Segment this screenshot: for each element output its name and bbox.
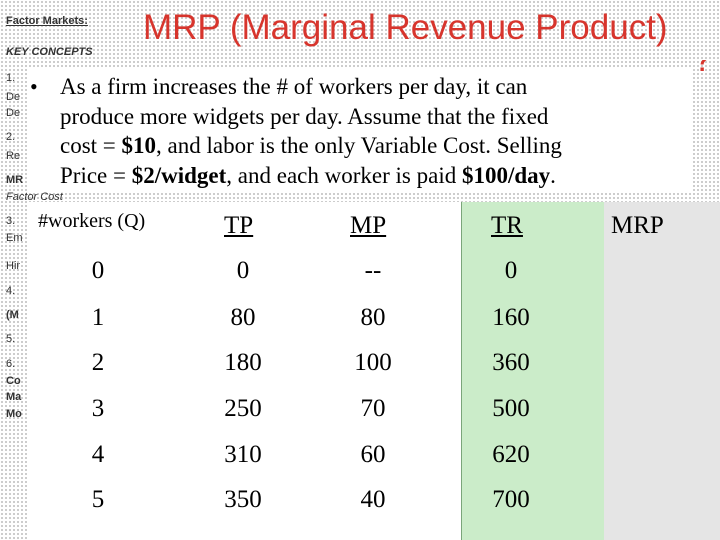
slide-title: MRP (Marginal Revenue Product): [143, 8, 668, 47]
cell-tp: 310: [224, 441, 262, 468]
cell-workers: 1: [91, 304, 105, 331]
cell-workers: 4: [91, 441, 105, 468]
sidebar-fragment: Em: [6, 232, 23, 244]
sidebar-notes: Factor Markets: KEY CONCEPTS 1. De De 2.…: [0, 0, 150, 540]
cell-workers: 5: [91, 486, 105, 513]
sidebar-fragment: (M: [6, 309, 19, 321]
table-row: 2 180 100 360: [28, 340, 720, 385]
cell-workers: 2: [91, 349, 105, 376]
table-row: 4 310 60 620: [28, 432, 720, 477]
table-row: 5 350 40 700: [28, 477, 720, 522]
cell-tr: 360: [492, 349, 530, 376]
sidebar-factor-cost: Factor Cost: [6, 191, 63, 203]
cell-mp: 70: [360, 395, 386, 422]
bullet-panel: [28, 68, 693, 192]
bullet-line-1: As a firm increases the # of workers per…: [60, 74, 528, 99]
header-mp: MP: [350, 212, 387, 239]
bullet-paragraph: As a firm increases the # of workers per…: [60, 72, 690, 190]
bullet-marker: •: [30, 74, 38, 99]
cell-tp: 80: [230, 304, 256, 331]
fixed-cost-value: $10: [121, 133, 157, 158]
sidebar-fragment: 5.: [6, 333, 16, 345]
wage-value: $100/day: [461, 162, 551, 188]
cell-tp: 350: [224, 486, 262, 513]
sidebar-key-concepts: KEY CONCEPTS: [6, 46, 93, 58]
sidebar-fragment: 1.: [6, 72, 16, 84]
sidebar-fragment: De: [6, 107, 21, 119]
sidebar-fragment: Mo: [6, 408, 22, 420]
sidebar-fragment: 2.: [6, 131, 16, 143]
cell-tr: 160: [492, 304, 530, 331]
header-workers: #workers (Q): [38, 210, 146, 232]
cell-mp: 40: [360, 486, 386, 513]
cell-tp: 0: [236, 257, 250, 284]
sidebar-fragment: 4.: [6, 285, 16, 297]
production-table: #workers (Q) TP MP TR MRP 0 0 -- 0 1 80 …: [28, 202, 720, 540]
bullet-line-3: cost = $10, and labor is the only Variab…: [60, 133, 562, 158]
cell-workers: 3: [91, 395, 105, 422]
header-mrp: MRP: [611, 212, 664, 239]
cell-tr: 700: [492, 486, 530, 513]
sidebar-fragment: Co: [6, 375, 21, 387]
bullet-line-2: produce more widgets per day. Assume tha…: [60, 103, 549, 129]
sidebar-fragment: Ma: [6, 391, 22, 403]
sidebar-fragment: MR: [6, 174, 24, 186]
cell-mp: 80: [360, 304, 386, 331]
title-overflow-fragment: ?: [695, 60, 720, 100]
bullet-line-4: Price = $2/widget, and each worker is pa…: [60, 162, 556, 188]
header-tp: TP: [224, 212, 254, 239]
table-row: 3 250 70 500: [28, 386, 720, 431]
table-row: 1 80 80 160: [28, 295, 720, 340]
mrp-column: [604, 202, 720, 540]
cell-workers: 0: [91, 257, 105, 284]
tr-column-highlight: [461, 202, 605, 540]
table-row: 0 0 -- 0: [28, 248, 720, 293]
cell-tp: 250: [224, 395, 262, 422]
sidebar-fragment: De: [6, 91, 21, 103]
sidebar-fragment: Re: [6, 150, 21, 162]
sidebar-section-title: Factor Markets:: [6, 15, 88, 27]
cell-tr: 0: [504, 257, 518, 284]
cell-tp: 180: [224, 349, 262, 376]
cell-mp: 100: [354, 349, 392, 376]
sidebar-fragment: 6.: [6, 358, 16, 370]
cell-mp: 60: [360, 441, 386, 468]
cell-tr: 500: [492, 395, 530, 422]
cell-mp: --: [364, 257, 382, 284]
sidebar-fragment: 3.: [6, 215, 16, 227]
header-tr: TR: [491, 212, 523, 239]
sidebar-fragment: Hir: [6, 260, 21, 272]
cell-tr: 620: [492, 441, 530, 468]
price-value: $2/widget: [131, 162, 227, 188]
